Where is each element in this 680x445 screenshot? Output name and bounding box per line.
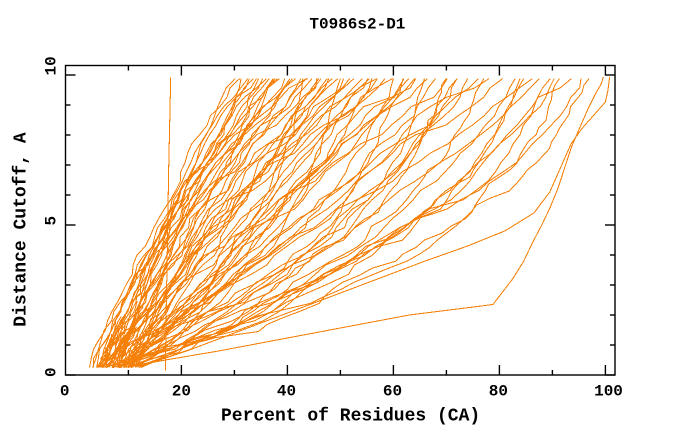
svg-text:40: 40 [277, 383, 296, 401]
svg-text:0: 0 [43, 367, 61, 377]
svg-text:20: 20 [172, 383, 191, 401]
svg-text:5: 5 [43, 216, 61, 226]
svg-text:100: 100 [594, 383, 623, 401]
svg-text:60: 60 [383, 383, 402, 401]
svg-text:Percent of Residues (CA): Percent of Residues (CA) [221, 407, 480, 427]
svg-text:10: 10 [43, 56, 61, 75]
svg-text:0: 0 [60, 383, 70, 401]
svg-text:T0986s2-D1: T0986s2-D1 [309, 16, 405, 34]
svg-text:80: 80 [489, 383, 508, 401]
svg-text:Distance Cutoff, A: Distance Cutoff, A [12, 132, 32, 327]
